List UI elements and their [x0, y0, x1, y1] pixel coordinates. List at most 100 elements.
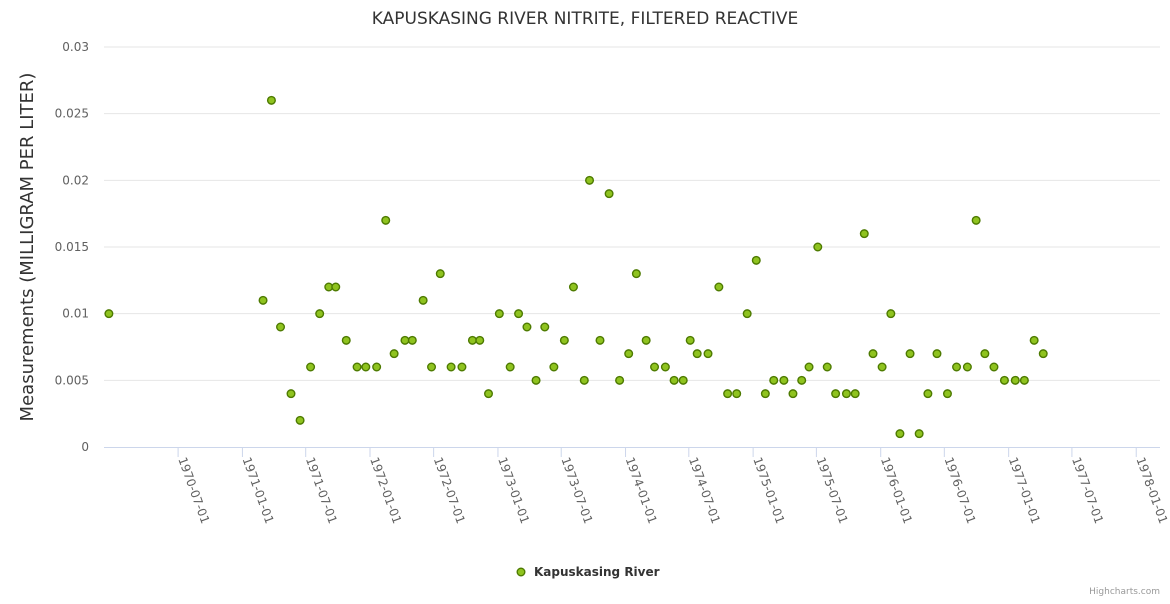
legend[interactable]: Kapuskasing River	[516, 565, 660, 579]
data-point[interactable]	[258, 295, 268, 305]
data-point[interactable]	[276, 322, 286, 332]
data-point[interactable]	[678, 375, 688, 385]
data-point[interactable]	[295, 415, 305, 425]
data-point[interactable]	[595, 335, 605, 345]
x-tick-label: 1977-01-01	[1006, 455, 1043, 525]
data-point[interactable]	[692, 349, 702, 359]
data-point[interactable]	[841, 389, 851, 399]
data-point[interactable]	[886, 309, 896, 319]
data-point[interactable]	[1029, 335, 1039, 345]
y-axis-label: Measurements (MILLIGRAM PER LITER)	[17, 73, 38, 422]
data-point[interactable]	[361, 362, 371, 372]
data-point[interactable]	[769, 375, 779, 385]
x-tick-label: 1970-07-01	[175, 455, 212, 525]
x-axis-ticks: 1970-07-01 1971-01-01 1971-07-01 1972-01-01…	[175, 447, 1170, 526]
data-point[interactable]	[615, 375, 625, 385]
data-point[interactable]	[797, 375, 807, 385]
legend-item-label[interactable]: Kapuskasing River	[534, 565, 660, 579]
data-point[interactable]	[352, 362, 362, 372]
data-point[interactable]	[531, 375, 541, 385]
data-point[interactable]	[104, 309, 114, 319]
data-point[interactable]	[723, 389, 733, 399]
data-point[interactable]	[494, 309, 504, 319]
data-point[interactable]	[641, 335, 651, 345]
data-point[interactable]	[685, 335, 695, 345]
data-point[interactable]	[624, 349, 634, 359]
x-tick-label: 1977-07-01	[1069, 455, 1106, 525]
y-gridlines	[104, 46, 1160, 381]
data-point[interactable]	[914, 429, 924, 439]
data-point[interactable]	[341, 335, 351, 345]
data-point[interactable]	[703, 349, 713, 359]
data-point[interactable]	[522, 322, 532, 332]
data-point[interactable]	[457, 362, 467, 372]
x-tick-label: 1974-01-01	[623, 455, 660, 525]
data-point[interactable]	[714, 282, 724, 292]
data-point[interactable]	[804, 362, 814, 372]
data-point[interactable]	[822, 362, 832, 372]
data-point[interactable]	[760, 389, 770, 399]
data-point[interactable]	[286, 389, 296, 399]
y-tick-label: 0.025	[55, 107, 89, 121]
data-point[interactable]	[850, 389, 860, 399]
data-point[interactable]	[895, 429, 905, 439]
data-point[interactable]	[372, 362, 382, 372]
credit-link[interactable]: Highcharts.com	[1089, 587, 1160, 597]
data-point[interactable]	[732, 389, 742, 399]
data-point[interactable]	[579, 375, 589, 385]
data-point[interactable]	[559, 335, 569, 345]
data-point[interactable]	[549, 362, 559, 372]
data-point[interactable]	[407, 335, 417, 345]
data-point[interactable]	[813, 242, 823, 252]
data-point[interactable]	[868, 349, 878, 359]
data-point[interactable]	[650, 362, 660, 372]
data-point[interactable]	[942, 389, 952, 399]
data-point[interactable]	[779, 375, 789, 385]
data-point[interactable]	[1010, 375, 1020, 385]
x-tick-label: 1976-01-01	[878, 455, 915, 525]
data-point[interactable]	[989, 362, 999, 372]
y-tick-label: 0	[81, 440, 89, 454]
data-point[interactable]	[923, 389, 933, 399]
data-point[interactable]	[585, 175, 595, 185]
data-point[interactable]	[568, 282, 578, 292]
data-point[interactable]	[484, 389, 494, 399]
data-point[interactable]	[751, 255, 761, 265]
data-point[interactable]	[788, 389, 798, 399]
data-point[interactable]	[381, 215, 391, 225]
data-point[interactable]	[266, 95, 276, 105]
data-point[interactable]	[905, 349, 915, 359]
data-point[interactable]	[877, 362, 887, 372]
data-point[interactable]	[631, 269, 641, 279]
data-point[interactable]	[604, 189, 614, 199]
data-point[interactable]	[962, 362, 972, 372]
x-tick-label: 1972-07-01	[431, 455, 468, 525]
data-point[interactable]	[669, 375, 679, 385]
data-point[interactable]	[1038, 349, 1048, 359]
data-point[interactable]	[971, 215, 981, 225]
data-point[interactable]	[400, 335, 410, 345]
data-point[interactable]	[315, 309, 325, 319]
data-point[interactable]	[514, 309, 524, 319]
data-point[interactable]	[1019, 375, 1029, 385]
data-point[interactable]	[306, 362, 316, 372]
data-point[interactable]	[435, 269, 445, 279]
data-point[interactable]	[742, 309, 752, 319]
data-point[interactable]	[660, 362, 670, 372]
data-point[interactable]	[932, 349, 942, 359]
data-point[interactable]	[980, 349, 990, 359]
data-point[interactable]	[467, 335, 477, 345]
data-point[interactable]	[952, 362, 962, 372]
data-point[interactable]	[999, 375, 1009, 385]
data-point[interactable]	[475, 335, 485, 345]
data-point[interactable]	[505, 362, 515, 372]
data-point[interactable]	[831, 389, 841, 399]
data-point[interactable]	[540, 322, 550, 332]
series-kapuskasing-river[interactable]	[104, 95, 1048, 439]
data-point[interactable]	[859, 229, 869, 239]
data-point[interactable]	[389, 349, 399, 359]
data-point[interactable]	[446, 362, 456, 372]
data-point[interactable]	[418, 295, 428, 305]
data-point[interactable]	[427, 362, 437, 372]
data-point[interactable]	[331, 282, 341, 292]
